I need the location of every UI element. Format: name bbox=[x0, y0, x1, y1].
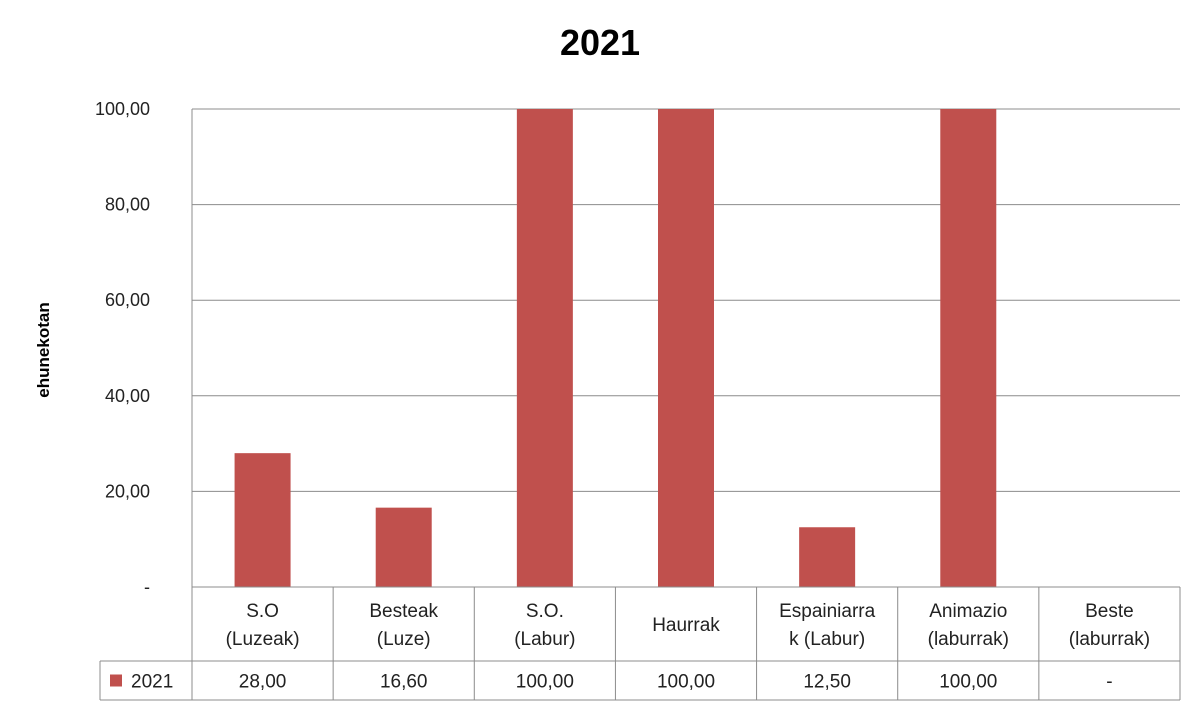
legend-swatch bbox=[110, 674, 122, 687]
y-tick-label: 40,00 bbox=[105, 386, 150, 406]
data-table-value: 100,00 bbox=[657, 672, 715, 693]
bar bbox=[234, 453, 291, 587]
x-category-label: k (Labur) bbox=[789, 629, 865, 650]
x-category-label: Beste bbox=[1085, 601, 1134, 622]
x-category-label: Besteak bbox=[369, 601, 438, 622]
bar bbox=[940, 109, 997, 587]
bar bbox=[375, 507, 432, 587]
bar bbox=[658, 109, 714, 587]
y-tick-label: 80,00 bbox=[105, 195, 150, 215]
x-category-label: Haurrak bbox=[652, 615, 720, 636]
legend-label: 2021 bbox=[131, 672, 173, 693]
data-table-value: 100,00 bbox=[516, 672, 574, 693]
chart-title: 2021 bbox=[559, 22, 641, 63]
x-category-label: S.O bbox=[246, 601, 279, 622]
y-tick-label: - bbox=[144, 577, 150, 597]
x-category-label: (Luze) bbox=[377, 629, 431, 650]
x-category-label: (laburrak) bbox=[1069, 629, 1150, 650]
bar bbox=[799, 527, 856, 587]
data-table-value: 100,00 bbox=[939, 672, 997, 693]
x-category-label: (laburrak) bbox=[928, 629, 1009, 650]
y-tick-label: 20,00 bbox=[105, 481, 150, 501]
x-category-label: (Labur) bbox=[514, 629, 575, 650]
data-table-value: - bbox=[1106, 672, 1112, 693]
x-category-label: (Luzeak) bbox=[226, 629, 300, 650]
y-tick-label: 100,00 bbox=[95, 99, 150, 119]
data-table-value: 28,00 bbox=[239, 672, 287, 693]
x-category-label: S.O. bbox=[526, 601, 564, 622]
data-table-value: 16,60 bbox=[380, 672, 428, 693]
y-tick-label: 60,00 bbox=[105, 290, 150, 310]
bar bbox=[516, 109, 573, 587]
x-category-label: Espainiarra bbox=[779, 601, 876, 622]
data-table-value: 12,50 bbox=[803, 672, 851, 693]
x-category-label: Animazio bbox=[929, 601, 1007, 622]
